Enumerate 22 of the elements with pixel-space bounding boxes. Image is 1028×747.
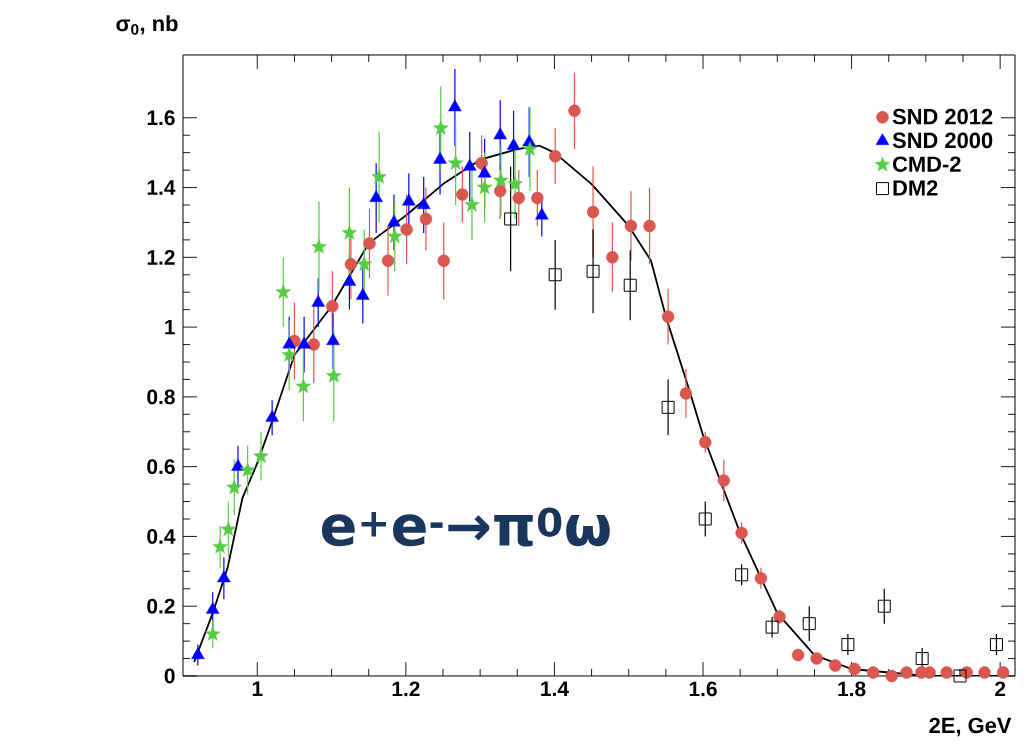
legend-label: SND 2000 [892,132,993,149]
annotation: e$^{+}$e$^{-}$→π$^{0}$ω [321,507,610,547]
x-tick-label: 1.4 [541,681,569,696]
legend-label: SND 2012 [892,108,993,125]
x-tick-label: 1.8 [838,681,866,697]
legend-label: DM2 [893,180,938,196]
x-tick-label: 1.6 [689,681,717,697]
y-axis-title: σ$_{0}$, nb [116,15,178,35]
x-tick-label: 2 [995,681,1006,697]
x-axis-title: 2E, GeV [929,717,1012,737]
y-tick-label: 0.4 [147,529,176,544]
y-tick-label: 1.4 [147,180,176,195]
y-tick-label: 1.2 [147,250,175,265]
x-tick-label: 1 [252,681,263,696]
y-tick-label: 0.8 [147,389,175,405]
y-tick-label: 1.6 [147,110,175,126]
y-tick-label: 1 [165,319,175,335]
legend-label: CMD-2 [892,156,961,172]
y-tick-label: 0.2 [147,598,175,614]
y-tick-label: 0 [164,668,175,684]
x-tick-label: 1.2 [392,681,420,697]
y-tick-label: 0.6 [147,459,175,475]
